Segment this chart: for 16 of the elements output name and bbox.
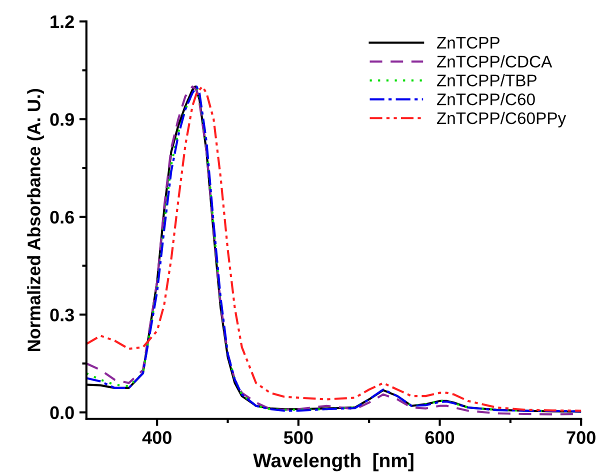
x-tick-label: 400 <box>142 431 172 444</box>
legend-label: ZnTCPP/TBP <box>436 74 536 86</box>
x-axis-title: Wavelength [nm] <box>253 453 414 472</box>
y-tick-label: 0.3 <box>50 308 74 322</box>
x-tick-label: 700 <box>566 431 596 444</box>
legend-label: ZnTCPP/C60 <box>436 93 535 106</box>
legend-label: ZnTCPP <box>436 36 500 49</box>
y-tick-label: 0.0 <box>50 406 74 420</box>
y-axis-title: Normalized Absorbance (A. U.) <box>27 88 44 352</box>
y-tick-label: 0.6 <box>50 210 74 224</box>
x-tick-label: 500 <box>284 431 313 444</box>
y-tick-label: 1.2 <box>50 15 74 28</box>
legend-label: ZnTCPP/CDCA <box>436 55 552 68</box>
y-tick-label: 0.9 <box>50 113 74 126</box>
legend-label: ZnTCPP/C60PPy <box>436 112 566 128</box>
x-tick-label: 600 <box>425 431 454 444</box>
